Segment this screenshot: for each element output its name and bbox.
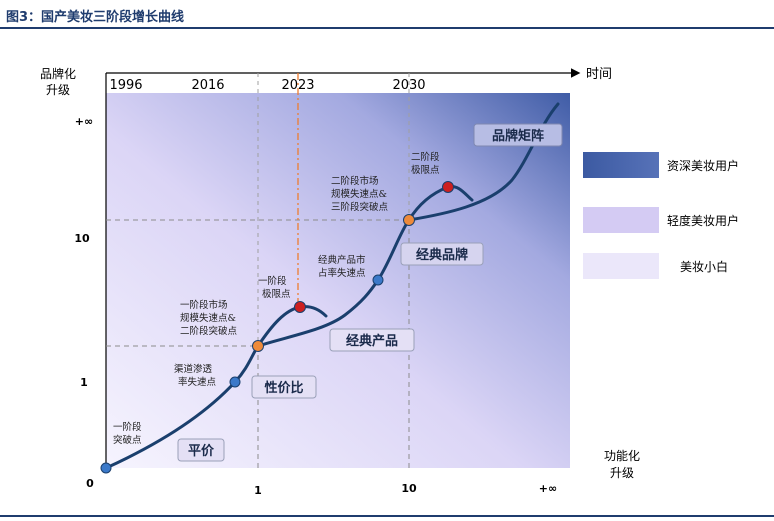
y-tick-1: 1	[80, 376, 88, 389]
guide-lines	[106, 219, 410, 468]
stage-brand-matrix-text: 品牌矩阵	[492, 128, 544, 144]
origin-label: 0	[86, 477, 94, 490]
stage1-limit-point	[294, 301, 306, 313]
annotation-line: 极限点	[262, 288, 291, 300]
top-divider	[0, 27, 774, 29]
annotation-classic-share: 经典产品市 占率失速点	[318, 254, 366, 279]
legend: 资深美妆用户 轻度美妆用户 美妆小白	[583, 152, 739, 279]
year-2016: 2016	[191, 78, 224, 93]
y-tick-10: 10	[74, 232, 90, 245]
annotation-channel-stall: 渠道渗透 率失速点	[174, 363, 217, 388]
year-2030: 2030	[392, 78, 425, 93]
annotation-line: 三阶段突破点	[331, 201, 389, 213]
stage-label-classic-brand: 经典品牌	[400, 242, 484, 266]
channel-stall-point	[229, 376, 241, 388]
stage-classic-product-text: 经典产品	[346, 333, 398, 349]
annotation-line: 一阶段	[113, 421, 142, 433]
annotation-line: 经典产品市	[318, 254, 366, 266]
annotation-stage1-breakthrough: 一阶段 突破点	[113, 421, 142, 446]
figure-title: 图3：国产美妆三阶段增长曲线	[6, 10, 185, 25]
annotation-line: 极限点	[411, 164, 440, 176]
legend-label-light-users: 轻度美妆用户	[667, 213, 739, 228]
legend-swatch-beginners	[583, 253, 659, 279]
x-axis-label-line2: 升级	[610, 466, 634, 480]
stage2-limit-point	[442, 181, 454, 193]
year-2023: 2023	[281, 78, 314, 93]
stage1-breakthrough-point	[100, 462, 112, 474]
annotation-line: 一阶段	[258, 275, 287, 287]
annotation-line: 二阶段突破点	[180, 325, 238, 337]
year-1996: 1996	[109, 78, 142, 93]
x-tick-1: 1	[254, 484, 262, 497]
annotation-line: 二阶段市场	[331, 175, 379, 187]
legend-label-beginners: 美妆小白	[680, 259, 728, 274]
stage1-stall-point	[252, 340, 264, 352]
stage-label-brand-matrix: 品牌矩阵	[473, 123, 563, 147]
annotation-stage1-stall: 一阶段市场 规模失速点& 二阶段突破点	[180, 299, 238, 337]
time-axis-label: 时间	[586, 67, 612, 82]
annotation-stage2-stall: 二阶段市场 规模失速点& 三阶段突破点	[331, 175, 389, 213]
classic-share-stall-point	[372, 274, 384, 286]
annotation-line: 率失速点	[178, 376, 217, 388]
stage-classic-brand-text: 经典品牌	[416, 247, 468, 263]
legend-swatch-light-users	[583, 207, 659, 233]
stage-label-classic-product: 经典产品	[329, 328, 415, 352]
y-tick-infinity: +∞	[75, 115, 93, 128]
annotation-line: 二阶段	[411, 151, 440, 163]
stage-label-value: 性价比	[251, 375, 317, 399]
annotation-line: 渠道渗透	[174, 363, 213, 375]
x-tick-10: 10	[401, 482, 417, 495]
annotation-line: 占率失速点	[318, 267, 366, 279]
y-axis-label-line1: 品牌化	[40, 67, 76, 81]
legend-label-senior-users: 资深美妆用户	[667, 158, 739, 173]
stage2-stall-point	[403, 214, 415, 226]
x-axis-label-line1: 功能化	[604, 449, 640, 463]
stage-label-flat-price: 平价	[177, 438, 225, 462]
annotation-line: 规模失速点&	[331, 188, 387, 200]
annotation-line: 一阶段市场	[180, 299, 228, 311]
diagram-background	[106, 93, 570, 468]
bottom-divider	[0, 515, 774, 517]
legend-swatch-senior-users	[583, 152, 659, 178]
stage-flat-price-text: 平价	[188, 444, 215, 459]
stage-value-text: 性价比	[264, 380, 303, 396]
annotation-stage1-limit: 一阶段 极限点	[258, 275, 291, 300]
annotation-stage2-limit: 二阶段 极限点	[411, 151, 440, 176]
x-tick-infinity: +∞	[539, 482, 557, 495]
y-axis-label-line2: 升级	[46, 83, 70, 97]
annotation-line: 规模失速点&	[180, 312, 236, 324]
annotation-line: 突破点	[113, 434, 142, 446]
